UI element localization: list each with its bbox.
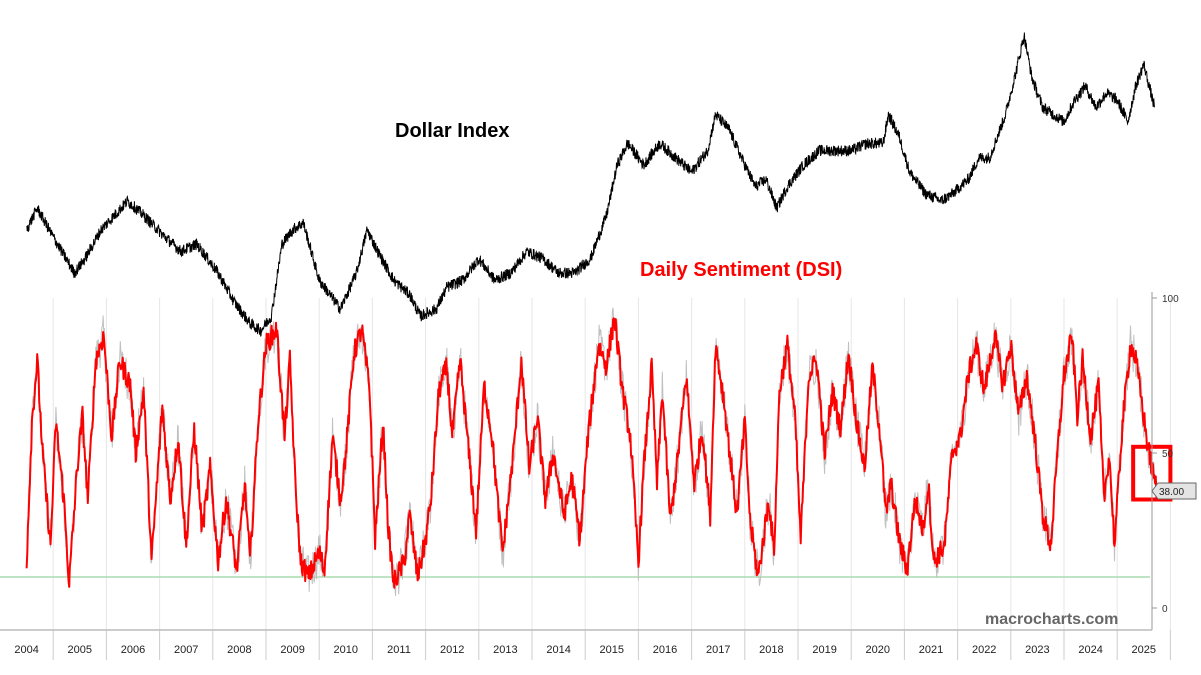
- dsi-series-line: [25, 317, 1159, 589]
- x-tick-label: 2025: [1132, 644, 1156, 656]
- x-tick-label: 2022: [972, 644, 996, 656]
- x-tick-label: 2018: [759, 644, 783, 656]
- dollar-index-title: Dollar Index: [395, 120, 509, 142]
- dsi-title: Daily Sentiment (DSI): [640, 259, 842, 281]
- y-axis-right: 0 50 100: [1151, 292, 1179, 630]
- x-tick-label: 2012: [440, 644, 464, 656]
- x-axis: 2004 2005 2006 2007 2008 2009 2010 2011 2012 2013…: [0, 629, 1171, 660]
- x-tick-label: 2020: [866, 644, 890, 656]
- x-tick-label: 2024: [1078, 644, 1102, 656]
- x-tick-label: 2006: [121, 644, 145, 656]
- x-tick-label: 2007: [174, 644, 198, 656]
- x-tick-label: 2010: [334, 644, 358, 656]
- x-tick-label: 2015: [600, 644, 624, 656]
- x-tick-label: 2011: [387, 644, 411, 656]
- x-tick-label: 2008: [227, 644, 251, 656]
- x-tick-label: 2004: [14, 644, 38, 656]
- x-tick-label: 2021: [919, 644, 943, 656]
- y-tick-label: 50: [1162, 449, 1174, 460]
- y-tick-label: 0: [1162, 604, 1168, 615]
- x-tick-label: 2005: [68, 644, 92, 656]
- last-value-badge-shape: [1151, 482, 1197, 500]
- x-tick-label: 2009: [280, 644, 304, 656]
- grid-layer: [52, 298, 1171, 630]
- last-value-label: 38.00: [1159, 487, 1184, 498]
- dollar-index-series-line: [26, 32, 1155, 337]
- dollar-line-layer: [26, 32, 1155, 337]
- x-tick-label: 2013: [493, 644, 517, 656]
- x-tick-label: 2017: [706, 644, 730, 656]
- last-value-badge: 38.00: [1151, 482, 1197, 500]
- x-tick-label: 2023: [1025, 644, 1049, 656]
- x-tick-label: 2016: [653, 644, 677, 656]
- x-tick-label: 2019: [812, 644, 836, 656]
- watermark: macrocharts.com: [985, 611, 1118, 628]
- y-tick-label: 100: [1162, 294, 1179, 305]
- x-tick-label: 2014: [546, 644, 570, 656]
- dsi-line-layer: [25, 317, 1159, 589]
